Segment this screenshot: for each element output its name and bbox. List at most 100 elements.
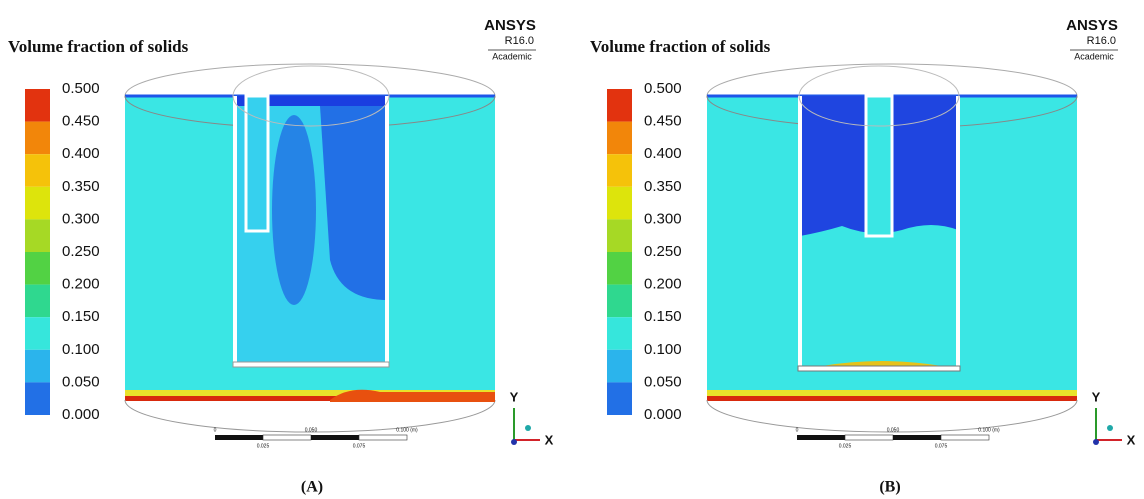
scale-label: 0.050	[305, 427, 318, 433]
colorbar-swatch	[25, 121, 50, 155]
version: R16.0	[505, 35, 534, 47]
colorbar-swatch	[607, 121, 632, 155]
colorbar-swatch	[607, 154, 632, 187]
colorbar-label: 0.250	[644, 243, 682, 260]
colorbar-label: 0.500	[644, 80, 682, 97]
outer-bottom-arc	[124, 399, 496, 433]
scale-bar-white-2	[358, 434, 408, 441]
colorbar-label: 0.200	[644, 276, 682, 293]
colorbar-swatch	[25, 317, 50, 350]
panel-title: Volume fraction of solids	[8, 37, 189, 56]
scale-label: 0.075	[353, 443, 366, 449]
colorbar-label: 0.450	[644, 113, 682, 130]
inner-wall-l	[233, 96, 237, 362]
scale-label: 0.050	[887, 427, 900, 433]
colorbar-label: 0.000	[644, 406, 682, 423]
bulge	[330, 389, 495, 402]
colorbar-swatch	[25, 186, 50, 220]
colorbar-label: 0.000	[62, 406, 100, 423]
axis-label-y: Y	[1092, 389, 1101, 404]
colorbar-swatch	[607, 219, 632, 252]
caption: (B)	[879, 479, 900, 496]
inner-wall-l	[798, 96, 802, 368]
disk-glow	[822, 361, 942, 366]
scale-label: 0	[796, 427, 799, 433]
axis-dot	[1107, 425, 1113, 431]
colorbar-label: 0.450	[62, 113, 100, 130]
colorbar-swatch	[25, 284, 50, 318]
colorbar-label: 0.150	[644, 308, 682, 325]
scale-label: 0	[214, 427, 217, 433]
disk	[232, 361, 390, 368]
scale-bar-black-2	[893, 435, 941, 440]
axis-z	[511, 439, 517, 445]
disk	[797, 365, 961, 372]
outer-bottom-arc	[706, 399, 1078, 433]
version: R16.0	[1087, 35, 1116, 47]
panel-title: Volume fraction of solids	[590, 37, 771, 56]
colorbar-label: 0.400	[62, 145, 100, 162]
inner-blue	[320, 106, 387, 300]
colorbar-swatch	[25, 219, 50, 252]
colorbar-swatch	[607, 89, 632, 122]
inner-top-ellipse	[232, 65, 390, 127]
colorbar-label: 0.400	[644, 145, 682, 162]
scale-label: 0.100 (m)	[978, 427, 1000, 433]
scale-bar-black-1	[215, 435, 263, 440]
axis-label-y: Y	[510, 389, 519, 404]
inner-wall-r	[385, 96, 389, 362]
colorbar-label: 0.100	[644, 341, 682, 358]
scale-label: 0.025	[257, 443, 270, 449]
bottom-band-yellow	[707, 390, 1077, 396]
colorbar-swatch	[25, 382, 50, 415]
scale-bar-black-2	[311, 435, 359, 440]
colorbar-label: 0.350	[644, 178, 682, 195]
colorbar-label: 0.300	[644, 210, 682, 227]
bottom-band-yellow	[125, 390, 495, 396]
scale-label: 0.075	[935, 443, 948, 449]
inner-blue-2	[272, 115, 316, 305]
inner-top	[237, 96, 387, 106]
shaft	[864, 94, 894, 238]
axis-label-x: X	[545, 432, 554, 447]
shaft	[244, 94, 270, 233]
colorbar-label: 0.250	[62, 243, 100, 260]
scale-bar-white-2	[940, 434, 990, 441]
colorbar-label: 0.050	[644, 373, 682, 390]
colorbar-label: 0.300	[62, 210, 100, 227]
bottom-band-red	[707, 396, 1077, 401]
logo: ANSYS	[484, 17, 536, 34]
colorbar-label: 0.100	[62, 341, 100, 358]
colorbar-swatch	[607, 252, 632, 285]
edition: Academic	[1074, 51, 1114, 61]
scale-label: 0.100 (m)	[396, 427, 418, 433]
scale-label: 0.025	[839, 443, 852, 449]
colorbar-swatch	[607, 186, 632, 220]
caption: (A)	[301, 479, 323, 496]
axis-z	[1093, 439, 1099, 445]
inner-wall-r	[956, 96, 960, 368]
inner-top-ellipse	[798, 65, 960, 127]
colorbar-label: 0.350	[62, 178, 100, 195]
colorbar-swatch	[25, 349, 50, 383]
colorbar-swatch	[25, 154, 50, 187]
scale-bar-white-1	[844, 434, 894, 441]
colorbar-swatch	[25, 252, 50, 285]
scale-bar-white-1	[262, 434, 312, 441]
colorbar-swatch	[607, 382, 632, 415]
colorbar-label: 0.500	[62, 80, 100, 97]
colorbar-swatch	[607, 317, 632, 350]
scale-bar-black-1	[797, 435, 845, 440]
edition: Academic	[492, 51, 532, 61]
colorbar-swatch	[607, 284, 632, 318]
logo: ANSYS	[1066, 17, 1118, 34]
colorbar-swatch	[607, 349, 632, 383]
colorbar-swatch	[25, 89, 50, 122]
axis-dot	[525, 425, 531, 431]
colorbar-label: 0.050	[62, 373, 100, 390]
axis-label-x: X	[1127, 432, 1136, 447]
bottom-band-red	[125, 396, 495, 401]
